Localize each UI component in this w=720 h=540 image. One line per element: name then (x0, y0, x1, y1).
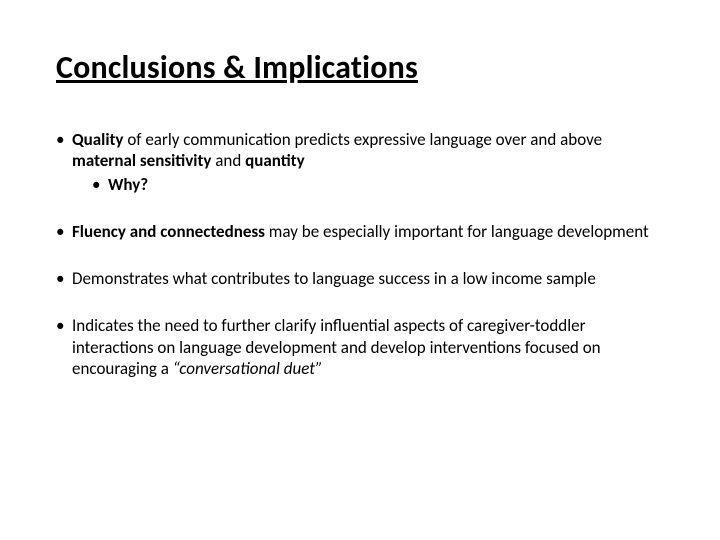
bullet-2-strong: Fluency and connectedness (72, 221, 265, 242)
bullet-1-text-1: of early communication predicts expressi… (123, 129, 602, 150)
bullet-1-text-2: and (211, 150, 245, 171)
bullet-4: Indicates the need to further clarify in… (56, 315, 664, 379)
bullet-3-text: Demonstrates what contributes to languag… (72, 268, 596, 289)
bullet-1-sublist: Why? (72, 174, 664, 195)
bullet-1: Quality of early communication predicts … (56, 129, 664, 195)
bullet-4-text: Indicates the need to further clarify in… (72, 315, 601, 379)
bullet-1-sub-1: Why? (92, 174, 664, 195)
bullet-4-italic: “conversational duet” (173, 358, 323, 379)
bullet-list: Quality of early communication predicts … (56, 129, 664, 379)
bullet-3: Demonstrates what contributes to languag… (56, 268, 664, 289)
bullet-2: Fluency and connectedness may be especia… (56, 221, 664, 242)
bullet-1-sub-1-text: Why? (108, 174, 148, 195)
bullet-2-text: may be especially important for language… (265, 221, 649, 242)
bullet-1-strong-quantity: quantity (245, 150, 305, 171)
slide-title: Conclusions & Implications (56, 48, 664, 87)
bullet-1-strong-maternal: maternal sensitivity (72, 150, 211, 171)
bullet-1-strong-quality: Quality (72, 129, 123, 150)
